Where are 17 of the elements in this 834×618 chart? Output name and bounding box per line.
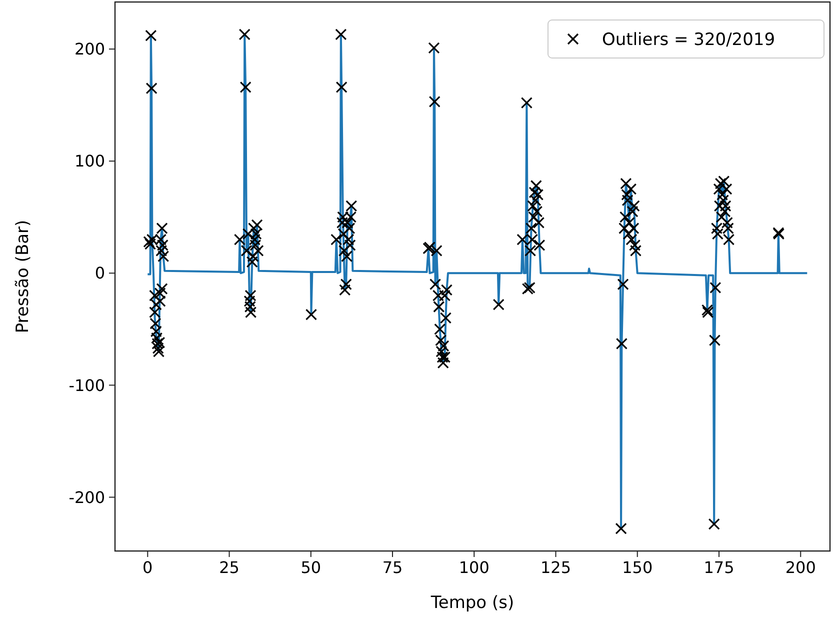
y-tick-label: 200 <box>74 40 105 59</box>
y-tick-label: 0 <box>94 264 105 283</box>
y-tick-label: -100 <box>68 376 105 395</box>
x-tick-label: 25 <box>219 558 240 577</box>
x-tick-label: 200 <box>785 558 816 577</box>
y-tick-label: 100 <box>74 152 105 171</box>
x-tick-label: 50 <box>300 558 322 577</box>
x-axis-title: Tempo (s) <box>430 593 514 613</box>
x-tick-label: 0 <box>142 558 153 577</box>
x-tick-label: 75 <box>382 558 403 577</box>
y-axis-title: Pressão (Bar) <box>13 220 33 334</box>
x-tick-label: 150 <box>622 558 653 577</box>
y-tick-label: -200 <box>68 488 105 507</box>
x-tick-label: 100 <box>458 558 490 577</box>
x-tick-label: 125 <box>540 558 572 577</box>
legend-label: Outliers = 320/2019 <box>602 30 776 50</box>
x-tick-label: 175 <box>704 558 734 577</box>
